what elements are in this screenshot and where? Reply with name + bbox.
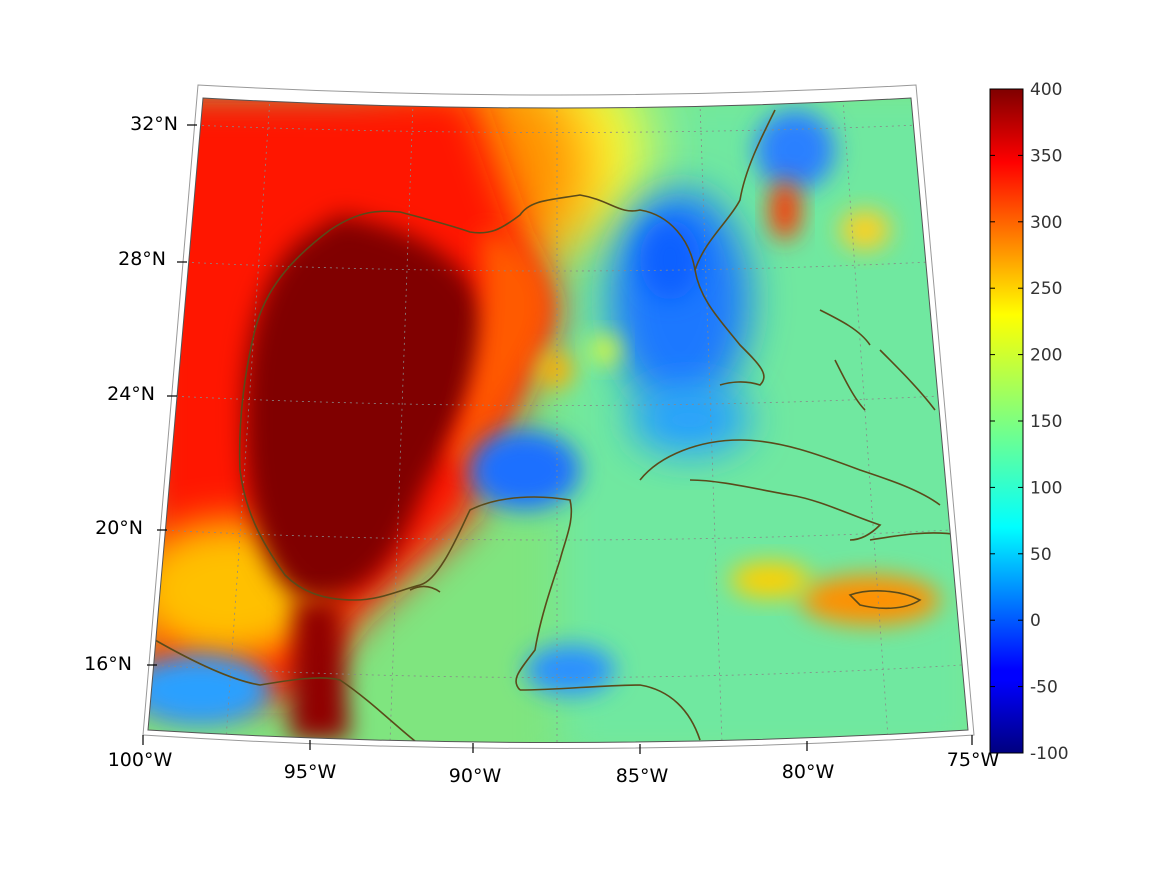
lon-label-80: 80°W — [782, 761, 835, 783]
colorbar-label: -50 — [1030, 678, 1058, 698]
lat-label-16: 16°N — [84, 653, 132, 675]
lat-label-28: 28°N — [118, 248, 166, 270]
colorbar-label: 150 — [1030, 412, 1062, 432]
lon-labels: 100°W 95°W 90°W 85°W 80°W 75°W — [108, 749, 1000, 787]
lon-label-100: 100°W — [108, 749, 173, 771]
map-frame — [147, 97, 969, 743]
colorbar-label: -100 — [1030, 744, 1069, 764]
map-outer-frame — [142, 84, 975, 749]
lat-label-20: 20°N — [95, 517, 143, 539]
colorbar-label: 50 — [1030, 545, 1052, 565]
lon-label-85: 85°W — [616, 765, 669, 787]
lon-label-95: 95°W — [284, 761, 337, 783]
data-field — [148, 98, 968, 743]
tick-marks — [142, 124, 973, 754]
lat-label-24: 24°N — [107, 383, 155, 405]
lat-labels: 32°N 28°N 24°N 20°N 16°N — [84, 113, 178, 675]
colorbar-label: 300 — [1030, 213, 1062, 233]
colorbar-label: 100 — [1030, 478, 1062, 498]
colorbar: 400 350 300 250 200 150 100 50 0 -50 -100 — [989, 80, 1069, 764]
lat-label-32: 32°N — [130, 113, 178, 135]
lon-label-75: 75°W — [947, 749, 1000, 771]
colorbar-label: 250 — [1030, 279, 1062, 299]
colorbar-label: 400 — [1030, 80, 1062, 100]
colorbar-label: 200 — [1030, 346, 1062, 366]
colorbar-label: 0 — [1030, 611, 1041, 631]
colorbar-scale — [989, 88, 1024, 754]
graticule — [149, 98, 963, 743]
colorbar-label: 350 — [1030, 146, 1062, 166]
lon-label-90: 90°W — [449, 765, 502, 787]
